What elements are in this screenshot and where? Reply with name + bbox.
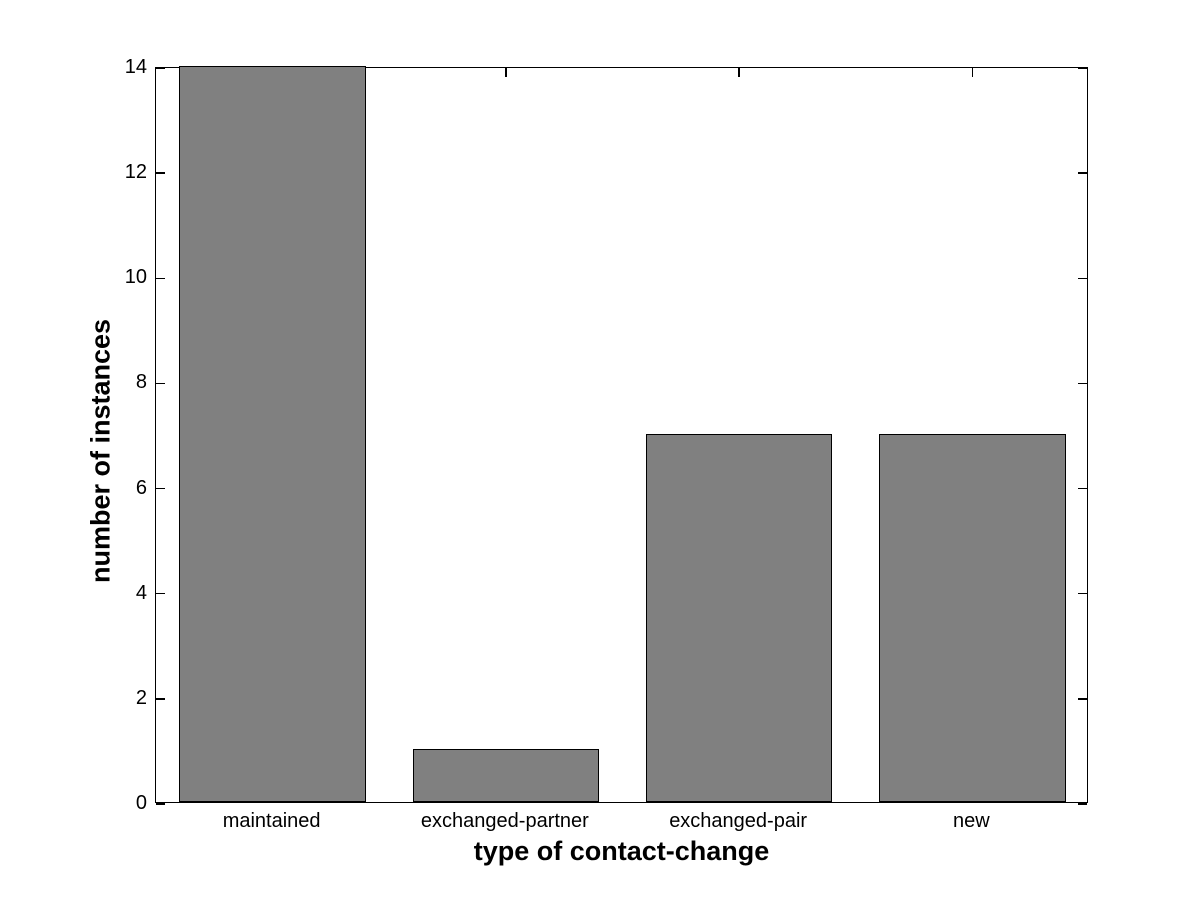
y-tick-mark-6 [156,487,165,490]
y-tick-mark-0 [1078,803,1087,805]
x-tick-mark-exchanged-partner [505,68,507,77]
y-tick-label-14: 14 [124,56,147,78]
y-tick-mark-12 [1078,172,1087,174]
y-tick-mark-2 [1078,698,1087,700]
y-tick-mark-10 [156,277,165,280]
y-tick-label-10: 10 [124,266,147,289]
x-tick-mark-exchanged-pair [738,68,740,77]
x-axis-label: type of contact-change [473,836,770,866]
x-tick-label-new: new [953,810,990,832]
y-tick-mark-6 [1078,487,1087,490]
y-tick-mark-2 [156,698,165,700]
bar-new [879,434,1066,802]
y-tick-mark-4 [1078,592,1087,595]
bar-exchanged-partner [412,749,600,802]
y-tick-label-8: 8 [135,371,147,394]
y-tick-mark-14 [156,67,165,69]
x-tick-mark-new [971,68,974,77]
y-tick-label-12: 12 [124,161,147,184]
y-tick-mark-8 [156,382,165,385]
y-tick-mark-10 [1078,277,1087,280]
y-tick-label-2: 2 [135,686,147,709]
y-tick-mark-14 [1078,67,1087,69]
y-tick-mark-12 [156,172,165,174]
y-tick-mark-8 [1078,382,1087,385]
x-tick-label-maintained: maintained [222,810,321,832]
plot-area [155,66,1088,805]
x-tick-label-exchanged-partner: exchanged-partner [420,810,589,832]
y-tick-label-4: 4 [135,581,147,604]
x-tick-label-exchanged-pair: exchanged-pair [669,810,808,832]
y-tick-mark-4 [156,592,165,595]
y-tick-mark-0 [156,803,165,805]
y-tick-label-6: 6 [135,476,147,499]
y-axis-label-text: number of instances [85,318,116,584]
bar-exchanged-pair [645,434,833,802]
y-tick-label-0: 0 [135,792,147,814]
bar-maintained [179,66,366,802]
